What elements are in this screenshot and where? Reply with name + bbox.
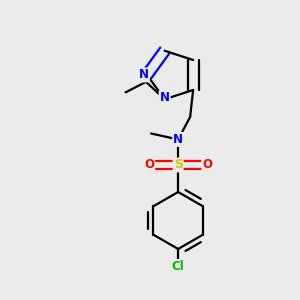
Text: N: N (139, 68, 149, 82)
Text: N: N (173, 133, 183, 146)
Text: O: O (202, 158, 212, 172)
Text: Cl: Cl (172, 260, 184, 273)
Text: S: S (174, 158, 183, 172)
Text: N: N (160, 91, 170, 104)
Text: O: O (144, 158, 154, 172)
